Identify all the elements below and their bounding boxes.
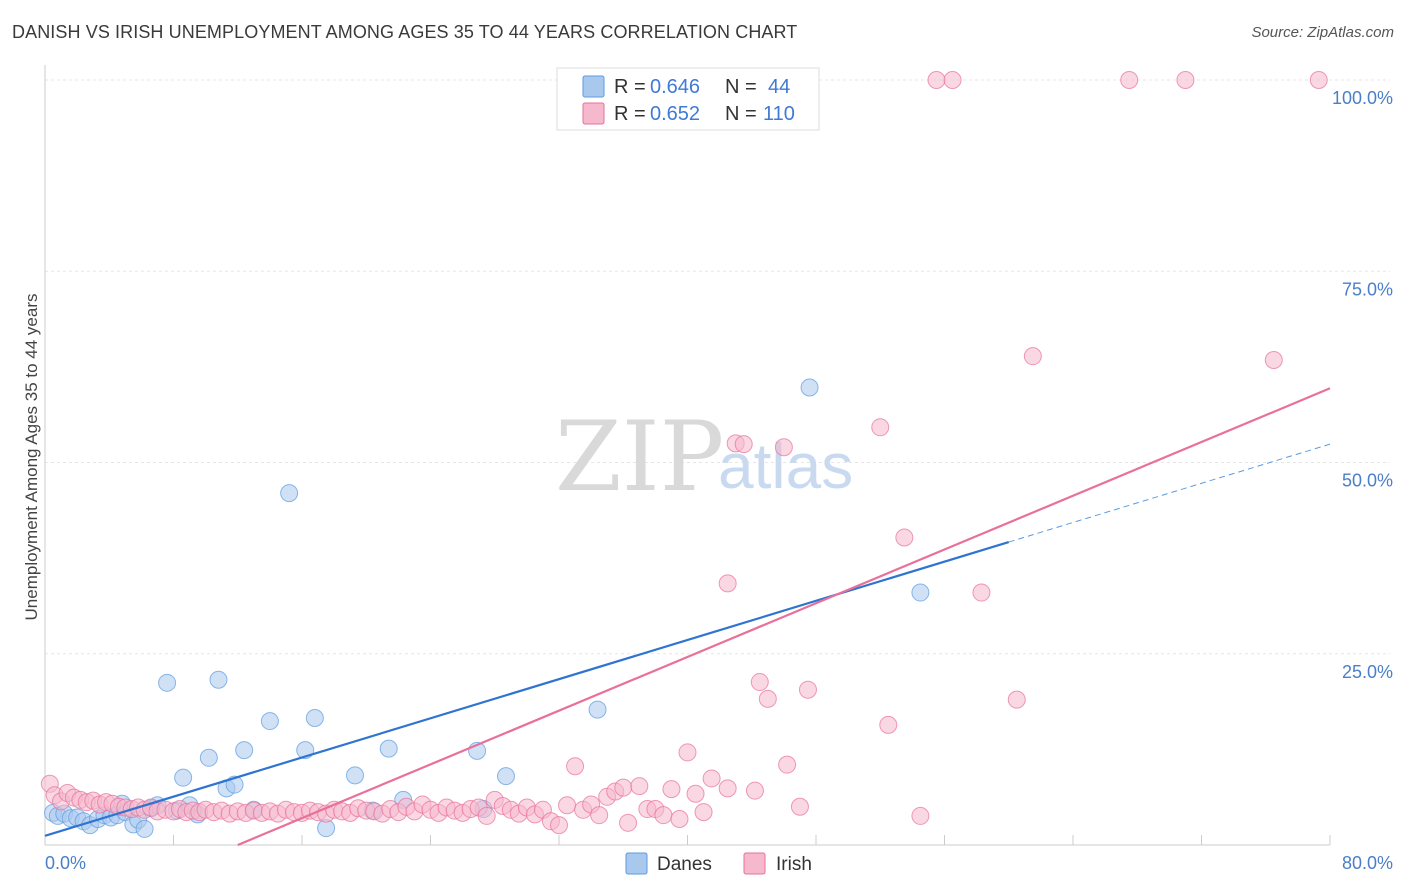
point-irish bbox=[1023, 347, 1042, 366]
point-irish bbox=[718, 779, 737, 798]
point-irish bbox=[895, 528, 914, 547]
point-irish bbox=[790, 797, 809, 816]
point-irish bbox=[590, 806, 609, 825]
point-irish bbox=[879, 715, 898, 734]
point-danes bbox=[911, 583, 930, 602]
point-danes bbox=[346, 766, 365, 785]
stats-r-value: 0.652 bbox=[650, 103, 700, 125]
point-danes bbox=[158, 673, 177, 692]
point-danes bbox=[174, 768, 193, 787]
point-irish bbox=[1264, 350, 1283, 369]
x-tick-labels: 0.0% 80.0% bbox=[45, 853, 1393, 873]
point-danes bbox=[199, 748, 218, 767]
point-irish bbox=[619, 813, 638, 832]
point-irish bbox=[694, 803, 713, 822]
stats-swatch-danes bbox=[582, 75, 605, 98]
point-danes bbox=[209, 670, 228, 689]
trend-lines bbox=[44, 387, 1331, 847]
point-irish bbox=[778, 755, 797, 774]
y-tick-labels: 25.0% 50.0% 75.0% 100.0% bbox=[1332, 88, 1393, 682]
point-irish bbox=[927, 71, 946, 89]
point-irish bbox=[734, 435, 753, 454]
stats-box: R = 0.646 N = 44 R = 0.652 N = 110 bbox=[556, 67, 820, 131]
point-irish bbox=[477, 806, 496, 825]
point-irish bbox=[911, 806, 930, 825]
watermark: ZIP atlas bbox=[555, 401, 853, 513]
data-points bbox=[40, 71, 1328, 838]
x-tick-label: 80.0% bbox=[1342, 853, 1393, 873]
stats-r-label: R = bbox=[614, 76, 646, 98]
point-irish bbox=[943, 71, 962, 89]
point-danes bbox=[280, 484, 299, 503]
point-irish bbox=[654, 806, 673, 825]
watermark-zip: ZIP bbox=[555, 401, 724, 513]
point-danes bbox=[135, 819, 154, 838]
point-irish bbox=[558, 796, 577, 815]
y-tick-label: 25.0% bbox=[1342, 662, 1393, 682]
point-irish bbox=[662, 780, 681, 799]
point-irish bbox=[686, 784, 705, 803]
stats-r-label: R = bbox=[614, 103, 646, 125]
point-irish bbox=[774, 438, 793, 457]
stats-n-label: N = bbox=[725, 103, 757, 125]
point-irish bbox=[614, 778, 633, 797]
point-irish bbox=[718, 574, 737, 593]
legend-swatch-irish bbox=[743, 852, 766, 875]
source-label: Source: ZipAtlas.com bbox=[1251, 24, 1394, 41]
trend-line-danes bbox=[44, 541, 1010, 837]
point-danes bbox=[305, 709, 324, 728]
point-irish bbox=[670, 809, 689, 828]
point-irish bbox=[758, 689, 777, 708]
y-tick-label: 100.0% bbox=[1332, 88, 1393, 108]
point-danes bbox=[260, 712, 279, 731]
point-danes bbox=[800, 378, 819, 397]
stats-n-value: 44 bbox=[768, 76, 790, 98]
y-axis-label: Unemployment Among Ages 35 to 44 years bbox=[22, 294, 41, 621]
chart-title: DANISH VS IRISH UNEMPLOYMENT AMONG AGES … bbox=[12, 22, 798, 42]
point-irish bbox=[1176, 71, 1195, 89]
point-irish bbox=[745, 781, 764, 800]
legend-label-danes: Danes bbox=[657, 854, 712, 875]
legend-swatch-danes bbox=[625, 852, 648, 875]
point-danes bbox=[235, 741, 254, 760]
point-irish bbox=[1120, 71, 1139, 89]
gridlines bbox=[45, 79, 1390, 655]
point-danes bbox=[496, 767, 515, 786]
point-irish bbox=[566, 757, 585, 776]
stats-r-value: 0.646 bbox=[650, 76, 700, 98]
point-irish bbox=[798, 680, 817, 699]
stats-n-value: 110 bbox=[763, 103, 795, 125]
point-irish bbox=[1007, 690, 1026, 709]
point-irish bbox=[550, 816, 568, 835]
stats-swatch-irish bbox=[582, 102, 605, 125]
point-irish bbox=[702, 769, 721, 788]
point-danes bbox=[588, 700, 607, 719]
point-irish bbox=[871, 418, 890, 437]
point-irish bbox=[678, 743, 697, 762]
point-irish bbox=[630, 777, 649, 796]
point-irish bbox=[972, 583, 991, 602]
point-irish bbox=[750, 673, 769, 692]
y-tick-label: 75.0% bbox=[1342, 279, 1393, 299]
axes bbox=[44, 65, 1331, 846]
point-danes bbox=[379, 739, 398, 758]
point-irish bbox=[1309, 71, 1328, 89]
x-tick-label: 0.0% bbox=[45, 853, 86, 873]
y-tick-label: 50.0% bbox=[1342, 471, 1393, 491]
stats-n-label: N = bbox=[725, 76, 757, 98]
legend-label-irish: Irish bbox=[776, 854, 812, 875]
trend-line-extension-danes bbox=[1008, 443, 1331, 543]
trend-line-irish bbox=[237, 387, 1331, 847]
legend: Danes Irish bbox=[625, 852, 812, 875]
